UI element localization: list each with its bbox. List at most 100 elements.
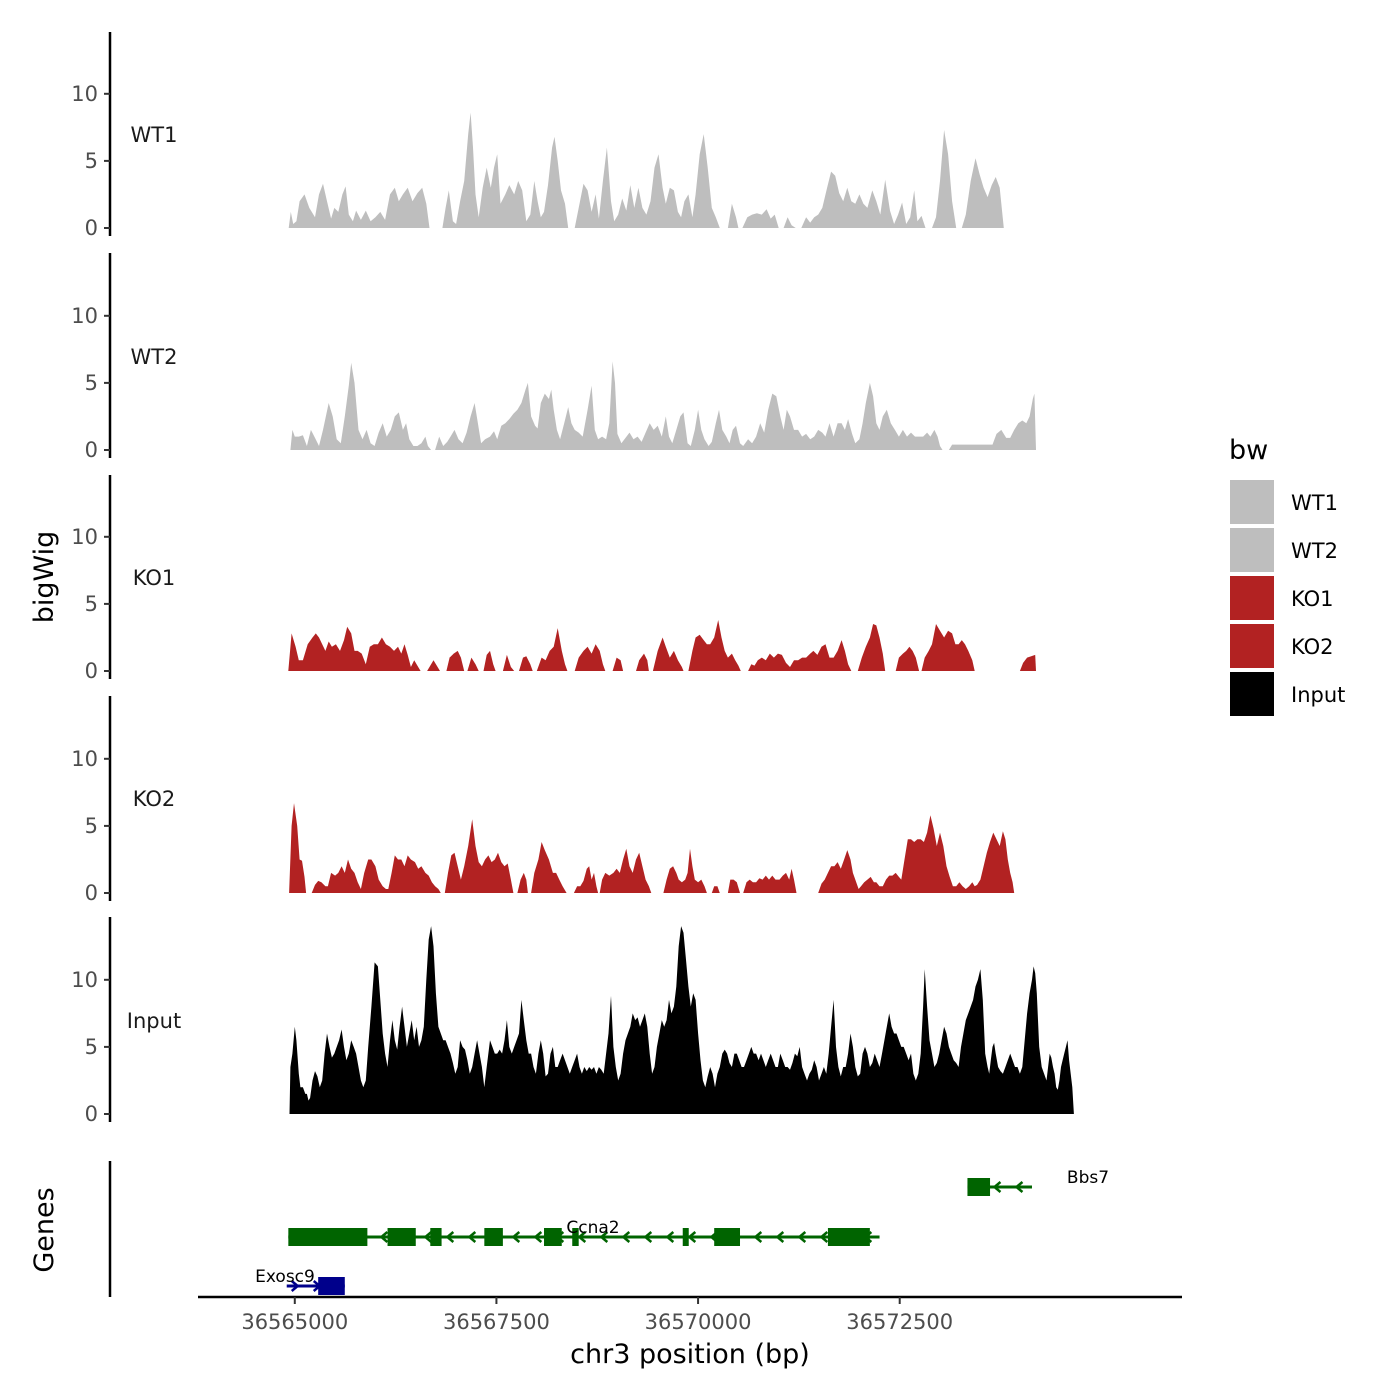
legend-item-ko1: KO1 xyxy=(1230,576,1334,620)
strand-arrow xyxy=(621,1231,631,1243)
y-tick-label: 0 xyxy=(85,659,98,683)
exon-block xyxy=(430,1228,442,1246)
signal-area-ko1 xyxy=(574,644,606,671)
track-input: 0 5 10 Input xyxy=(71,917,1074,1126)
gene-label: Ccna2 xyxy=(566,1218,619,1238)
legend-key xyxy=(1230,528,1274,572)
signal-area-ko2 xyxy=(531,842,567,893)
legend-label: Input xyxy=(1291,683,1345,707)
track-label-input: Input xyxy=(127,1009,181,1033)
signal-area-ko2 xyxy=(727,879,740,893)
strand-arrow xyxy=(577,1231,587,1243)
x-axis: 36565000 36567500 36570000 36572500 xyxy=(198,1295,1182,1334)
gene-annotation-panel: Exosc9 Ccna2 Bbs7 xyxy=(108,1161,1109,1297)
signal-area-wt1 xyxy=(961,158,1004,228)
strand-arrow xyxy=(819,1231,829,1243)
signal-area-ko1 xyxy=(483,650,496,671)
strand-arrow xyxy=(445,1231,455,1243)
signal-area-wt1 xyxy=(288,183,430,228)
signal-area-ko1 xyxy=(519,656,533,671)
exon-block xyxy=(714,1228,741,1246)
signal-area-ko2 xyxy=(444,819,514,893)
y-tick-label: 5 xyxy=(85,371,98,395)
exon-block xyxy=(288,1228,368,1246)
track-label-wt1: WT1 xyxy=(131,123,178,147)
signal-area-wt1 xyxy=(442,112,569,228)
track-wt1: 0 5 10 WT1 xyxy=(71,32,1004,240)
legend-item-ko2: KO2 xyxy=(1230,624,1334,668)
signal-area-ko1 xyxy=(536,628,568,671)
track-label-wt2: WT2 xyxy=(131,345,178,369)
strand-arrow xyxy=(687,1231,697,1243)
signal-tracks: 0 5 10 WT1 0 5 10 WT2 0 5 10 KO1 0 5 10 KO2 0 5 10 Input xyxy=(71,32,1074,1126)
y-tick-label: 5 xyxy=(85,1035,98,1059)
signal-area-ko1 xyxy=(748,640,852,671)
legend-item-wt2: WT2 xyxy=(1230,528,1338,572)
exon-block xyxy=(572,1228,579,1246)
signal-area-wt2 xyxy=(435,361,943,450)
signal-area-ko1 xyxy=(636,653,649,671)
y-tick-label: 5 xyxy=(85,149,98,173)
exon-block xyxy=(318,1277,345,1295)
strand-arrow xyxy=(533,1231,543,1243)
signal-area-ko1 xyxy=(446,650,465,671)
legend-key xyxy=(1230,672,1274,716)
x-tick-label: 36565000 xyxy=(241,1310,348,1334)
y-tick-label: 10 xyxy=(71,747,98,771)
exon-block xyxy=(967,1178,991,1196)
signal-area-ko1 xyxy=(467,657,479,671)
exon-block xyxy=(387,1228,416,1246)
signal-area-ko2 xyxy=(311,855,441,893)
signal-area-ko1 xyxy=(427,660,440,671)
signal-area-ko1 xyxy=(288,626,421,671)
signal-area-wt1 xyxy=(783,217,796,228)
signal-area-ko1 xyxy=(857,624,886,671)
signal-area-ko2 xyxy=(663,848,707,893)
legend-label: WT2 xyxy=(1291,539,1338,563)
x-tick-label: 36567500 xyxy=(443,1310,550,1334)
y-tick-label: 0 xyxy=(85,216,98,240)
y-tick-label: 0 xyxy=(85,438,98,462)
strand-arrow xyxy=(511,1231,521,1243)
signal-area-ko2 xyxy=(743,868,797,893)
track-label-ko2: KO2 xyxy=(133,787,176,811)
signal-area-ko1 xyxy=(688,620,741,671)
signal-area-ko1 xyxy=(652,637,684,671)
strand-arrow xyxy=(665,1231,675,1243)
strand-arrow xyxy=(599,1231,609,1243)
strand-arrow xyxy=(797,1231,807,1243)
signal-area-ko1 xyxy=(612,657,624,671)
y-tick-label: 10 xyxy=(71,968,98,992)
legend-item-input: Input xyxy=(1230,672,1345,716)
track-label-ko1: KO1 xyxy=(133,566,176,590)
strand-arrow xyxy=(992,1181,1002,1193)
track-ko1: 0 5 10 KO1 xyxy=(71,475,1036,683)
gene-ccna2: Ccna2 xyxy=(288,1218,880,1246)
gene-exosc9: Exosc9 xyxy=(255,1267,345,1295)
x-tick-label: 36570000 xyxy=(645,1310,752,1334)
signal-area-wt1 xyxy=(574,134,720,228)
exon-block xyxy=(484,1228,503,1246)
y-tick-label: 5 xyxy=(85,592,98,616)
y-axis-title: bigWig xyxy=(29,531,60,624)
y-tick-label: 0 xyxy=(85,881,98,905)
genes-axis-title: Genes xyxy=(29,1187,60,1272)
track-ko2: 0 5 10 KO2 xyxy=(71,696,1015,905)
gene-bbs7: Bbs7 xyxy=(967,1168,1109,1196)
exon-block xyxy=(827,1228,870,1246)
x-axis-title: chr3 position (bp) xyxy=(570,1339,810,1370)
strand-arrow xyxy=(467,1231,477,1243)
gene-label: Exosc9 xyxy=(255,1267,315,1287)
signal-area-ko2 xyxy=(517,872,528,893)
legend-key xyxy=(1230,576,1274,620)
signal-area-wt2 xyxy=(948,393,1036,450)
strand-arrow xyxy=(643,1231,653,1243)
signal-area-input xyxy=(289,926,1074,1114)
y-tick-label: 10 xyxy=(71,525,98,549)
y-tick-label: 5 xyxy=(85,814,98,838)
y-tick-label: 10 xyxy=(71,82,98,106)
legend-label: KO2 xyxy=(1291,635,1334,659)
strand-arrow xyxy=(290,1280,300,1292)
